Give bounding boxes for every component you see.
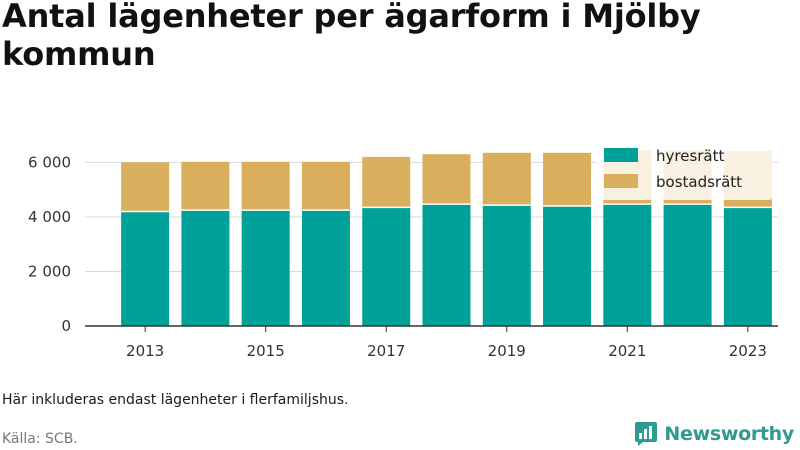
brand-logo[interactable]: Newsworthy	[634, 420, 794, 448]
bar-hyresratt	[663, 204, 712, 326]
bar-bostadsratt	[422, 154, 471, 205]
bar-hyresratt	[362, 207, 411, 326]
bar-bostadsratt	[121, 162, 170, 212]
y-tick-label: 4 000	[28, 208, 71, 226]
bar-bostadsratt	[543, 152, 592, 206]
x-tick-label: 2017	[367, 342, 405, 360]
x-axis: 2013 2015 2017 2019 2021 2023	[85, 325, 778, 360]
bar-bostadsratt	[181, 161, 230, 211]
legend-swatch	[604, 174, 638, 188]
source-text: Källa: SCB.	[2, 431, 78, 447]
x-tick-label: 2023	[729, 342, 767, 360]
x-tick-label: 2013	[126, 342, 164, 360]
bar-bostadsratt	[482, 152, 531, 206]
bar-chart: 0 2 000 4 000 6 000 2013 2015 2017 2019 2021 202…	[28, 142, 778, 360]
legend-background	[596, 142, 772, 200]
x-tick-label: 2021	[608, 342, 646, 360]
bar-hyresratt	[241, 210, 290, 326]
bar-hyresratt	[422, 204, 471, 326]
chart-note: Här inkluderas endast lägenheter i flerf…	[2, 392, 349, 408]
newsworthy-logo-icon	[635, 422, 658, 446]
chart-title: Antal lägenheter per ägarform i Mjölby k…	[2, 0, 701, 73]
bar-hyresratt	[723, 207, 772, 326]
legend-label: hyresrätt	[656, 147, 725, 165]
brand-name: Newsworthy	[664, 423, 794, 445]
x-tick-label: 2015	[247, 342, 285, 360]
y-axis: 0 2 000 4 000 6 000	[28, 153, 71, 335]
bar-hyresratt	[603, 204, 652, 326]
y-tick-label: 0	[61, 317, 71, 335]
legend-label: bostadsrätt	[656, 173, 742, 191]
bar-bostadsratt	[241, 161, 290, 211]
bar-hyresratt	[301, 210, 350, 326]
bar-hyresratt	[482, 205, 531, 326]
y-tick-label: 6 000	[28, 153, 71, 171]
y-tick-label: 2 000	[28, 262, 71, 280]
x-tick-label: 2019	[488, 342, 526, 360]
bar-hyresratt	[543, 206, 592, 326]
bar-hyresratt	[121, 211, 170, 326]
bar-hyresratt	[181, 210, 230, 326]
legend-swatch	[604, 148, 638, 162]
bar-bostadsratt	[301, 161, 350, 211]
bar-bostadsratt	[362, 156, 411, 208]
legend: hyresrätt bostadsrätt	[596, 142, 772, 200]
